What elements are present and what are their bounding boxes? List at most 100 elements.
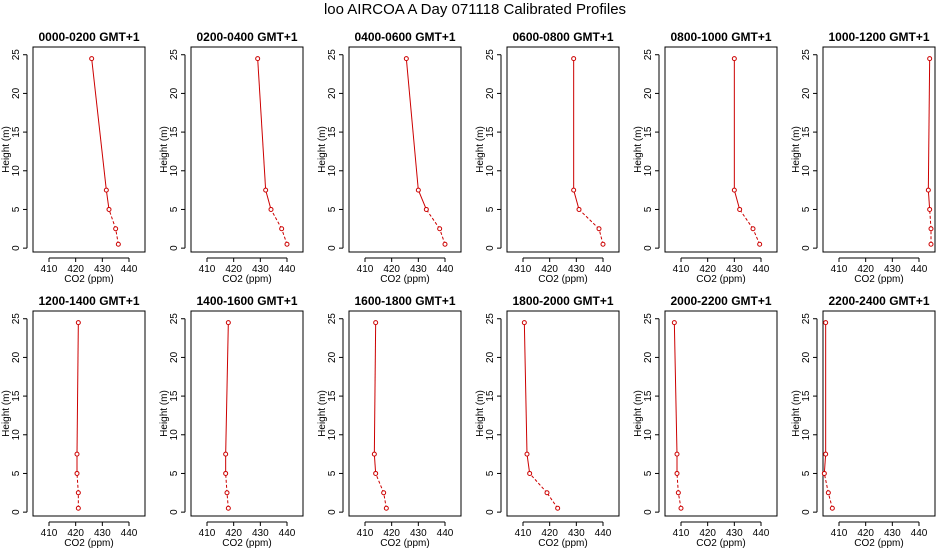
x-tick-label: 420 bbox=[541, 528, 558, 539]
x-tick-label: 440 bbox=[911, 528, 928, 539]
y-tick-label: 10 bbox=[485, 429, 496, 441]
panel-4: 0600-0800 GMT+1 410 420 430 440 CO2 (ppm) 0 5 10… bbox=[475, 30, 620, 285]
profile-segment bbox=[270, 209, 283, 230]
profile-segment bbox=[375, 473, 385, 493]
x-tick-label: 410 bbox=[357, 264, 374, 275]
y-tick-label: 5 bbox=[11, 206, 22, 212]
data-point bbox=[115, 241, 121, 247]
data-point bbox=[383, 505, 389, 511]
y-tick-label: 20 bbox=[485, 87, 496, 99]
data-point bbox=[75, 505, 81, 511]
profile-segment bbox=[739, 209, 754, 230]
profile-segment bbox=[225, 473, 228, 493]
y-tick-label: 20 bbox=[643, 87, 654, 99]
y-tick-label: 20 bbox=[169, 351, 180, 363]
x-axis-label: CO2 (ppm) bbox=[64, 538, 113, 549]
x-tick-label: 440 bbox=[121, 264, 138, 275]
profile-segment bbox=[578, 209, 600, 230]
y-tick-label: 5 bbox=[169, 470, 180, 476]
data-point bbox=[268, 206, 274, 212]
y-tick-label: 15 bbox=[11, 126, 22, 138]
y-tick-label: 0 bbox=[327, 509, 338, 515]
x-tick-label: 440 bbox=[911, 264, 928, 275]
profile-segment bbox=[827, 492, 833, 509]
plot-frame bbox=[190, 310, 304, 517]
panel-12: 2200-2400 GMT+1 410 420 430 440 CO2 (ppm) 0 5 10… bbox=[791, 294, 936, 549]
data-point bbox=[263, 187, 269, 193]
data-point bbox=[737, 206, 743, 212]
x-tick-label: 410 bbox=[199, 264, 216, 275]
data-point bbox=[113, 226, 119, 232]
profile-segment bbox=[598, 228, 604, 245]
x-tick-label: 430 bbox=[726, 528, 743, 539]
y-tick-label: 10 bbox=[169, 165, 180, 177]
profile-segment bbox=[523, 322, 528, 455]
data-point bbox=[255, 56, 261, 62]
data-point bbox=[555, 505, 561, 511]
x-tick-label: 440 bbox=[753, 528, 770, 539]
data-point bbox=[675, 490, 681, 496]
x-tick-label: 420 bbox=[857, 528, 874, 539]
x-tick-label: 420 bbox=[383, 264, 400, 275]
panel-6: 1000-1200 GMT+1 410 420 430 440 CO2 (ppm) 0 5 10… bbox=[791, 30, 936, 285]
y-axis-label: Height (m) bbox=[317, 390, 328, 437]
y-axis-label: Height (m) bbox=[791, 390, 802, 437]
x-tick-label: 420 bbox=[225, 264, 242, 275]
y-tick-label: 0 bbox=[485, 509, 496, 515]
profile-segment bbox=[573, 189, 580, 210]
x-tick-label: 410 bbox=[831, 528, 848, 539]
y-tick-label: 20 bbox=[11, 351, 22, 363]
x-tick-label: 430 bbox=[884, 264, 901, 275]
x-tick-label: 440 bbox=[595, 528, 612, 539]
plot-frame bbox=[32, 46, 146, 253]
y-tick-label: 25 bbox=[643, 49, 654, 61]
plot-frame bbox=[506, 46, 620, 253]
y-tick-label: 20 bbox=[643, 351, 654, 363]
data-point bbox=[823, 451, 829, 457]
profile-segment bbox=[373, 322, 377, 455]
profile-segment bbox=[417, 189, 427, 210]
y-tick-label: 20 bbox=[327, 351, 338, 363]
y-tick-label: 25 bbox=[801, 313, 812, 325]
x-tick-label: 410 bbox=[41, 264, 58, 275]
x-tick-label: 430 bbox=[94, 264, 111, 275]
data-point bbox=[823, 320, 829, 326]
y-tick-label: 0 bbox=[169, 245, 180, 251]
x-tick-label: 440 bbox=[279, 264, 296, 275]
x-tick-label: 430 bbox=[252, 264, 269, 275]
data-point bbox=[596, 226, 602, 232]
y-tick-label: 0 bbox=[11, 245, 22, 251]
panel-9: 1600-1800 GMT+1 410 420 430 440 CO2 (ppm) 0 5 10… bbox=[317, 294, 462, 549]
data-point bbox=[571, 56, 577, 62]
data-point bbox=[544, 490, 550, 496]
y-tick-label: 15 bbox=[801, 126, 812, 138]
profile-segment bbox=[105, 190, 110, 210]
y-axis-label: Height (m) bbox=[317, 126, 328, 173]
y-tick-label: 20 bbox=[485, 351, 496, 363]
x-tick-label: 430 bbox=[568, 264, 585, 275]
y-tick-label: 20 bbox=[11, 87, 22, 99]
profile-segment bbox=[225, 322, 229, 455]
x-tick-label: 420 bbox=[383, 528, 400, 539]
profile-segment bbox=[281, 228, 288, 245]
x-tick-label: 440 bbox=[753, 264, 770, 275]
y-axis-label: Height (m) bbox=[1, 126, 12, 173]
x-tick-label: 410 bbox=[673, 528, 690, 539]
panel-2: 0200-0400 GMT+1 410 420 430 440 CO2 (ppm) 0 5 10… bbox=[159, 30, 304, 285]
data-point bbox=[223, 451, 229, 457]
panel-8: 1400-1600 GMT+1 410 420 430 440 CO2 (ppm) 0 5 10… bbox=[159, 294, 304, 549]
x-tick-label: 430 bbox=[726, 264, 743, 275]
panel-title: 1400-1600 GMT+1 bbox=[196, 294, 297, 308]
panel-7: 1200-1400 GMT+1 410 420 430 440 CO2 (ppm) 0 5 10… bbox=[1, 294, 146, 549]
x-tick-label: 420 bbox=[67, 528, 84, 539]
panel-10: 1800-2000 GMT+1 410 420 430 440 CO2 (ppm) 0 5 10… bbox=[475, 294, 620, 549]
profile-segment bbox=[733, 189, 741, 210]
y-tick-label: 10 bbox=[327, 165, 338, 177]
data-point bbox=[223, 470, 229, 476]
profile-segment bbox=[526, 454, 531, 474]
data-point bbox=[225, 505, 231, 511]
data-point bbox=[75, 490, 81, 496]
x-tick-label: 410 bbox=[357, 528, 374, 539]
profile-segment bbox=[677, 492, 682, 509]
